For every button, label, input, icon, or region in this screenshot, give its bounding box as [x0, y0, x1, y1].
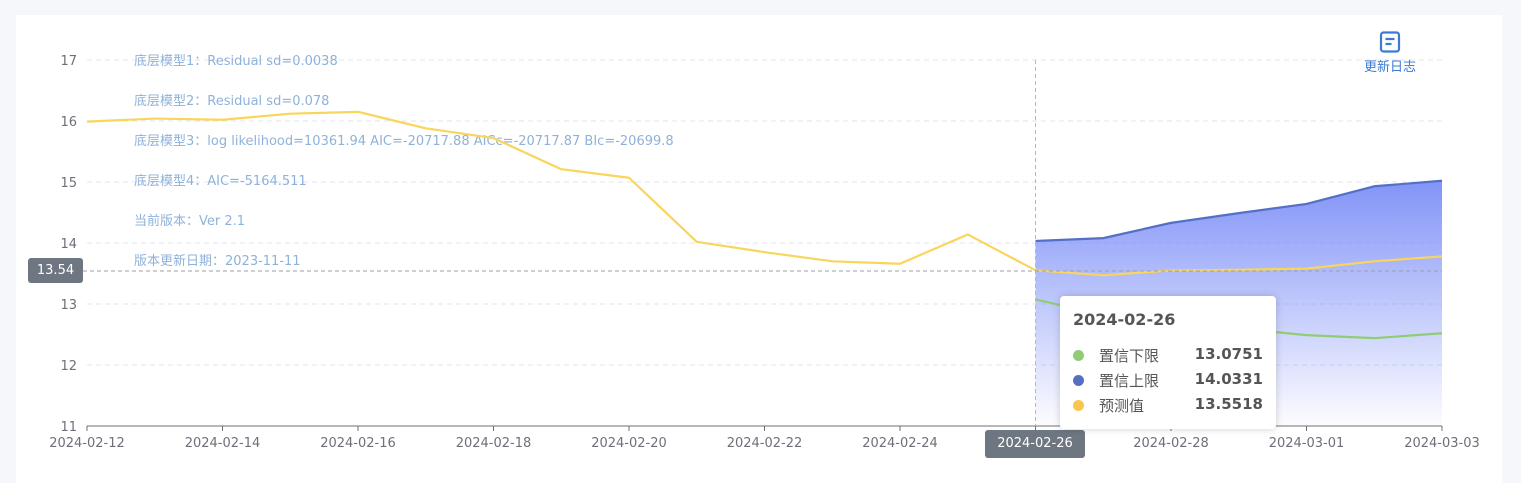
- x-tick-label: 2024-02-20: [591, 436, 667, 451]
- y-tick-label: 14: [60, 237, 77, 252]
- model-info-line: 底层模型3：log likelihood=10361.94 AIC=-20717…: [134, 133, 674, 149]
- tooltip-row-lower: 置信下限 13.0751: [1073, 344, 1269, 366]
- tooltip-series-name: 置信下限: [1099, 347, 1160, 365]
- x-tick-label: 2024-02-24: [862, 436, 938, 451]
- x-axis-pointer-label: 2024-02-26: [985, 430, 1085, 458]
- x-tick-label: 2024-02-16: [320, 436, 396, 451]
- x-tick-label: 2024-02-12: [49, 436, 125, 451]
- x-axis: 2024-02-12 2024-02-14 2024-02-16 2024-02-18…: [49, 425, 1480, 451]
- update-log-label: 更新日志: [1363, 60, 1416, 75]
- model-info-block: 底层模型1：Residual sd=0.0038 底层模型2：Residual s…: [134, 53, 674, 269]
- legend-dot: [1073, 375, 1084, 386]
- y-tick-label: 16: [60, 115, 77, 130]
- y-axis-pointer-label: 13.54: [28, 258, 83, 283]
- forecast-line: [86, 110, 1443, 277]
- legend-dot: [1073, 350, 1084, 361]
- tooltip-series-name: 置信上限: [1099, 372, 1160, 390]
- y-axis-ticks: 11 12 13 14 15 16 17: [60, 54, 77, 435]
- x-tick-label: 2024-03-03: [1404, 436, 1480, 451]
- x-tick-label: 2024-03-01: [1269, 436, 1345, 451]
- model-info-line: 底层模型4：AIC=-5164.511: [134, 173, 307, 189]
- x-tick-label: 2024-02-14: [185, 436, 261, 451]
- y-tick-label: 17: [60, 54, 77, 69]
- tooltip-series-value: 14.0331: [1194, 370, 1263, 388]
- legend-dot: [1073, 400, 1084, 411]
- tooltip-row-upper: 置信上限 14.0331: [1073, 369, 1269, 391]
- y-tick-label: 11: [60, 420, 77, 435]
- model-info-line: 当前版本：Ver 2.1: [134, 213, 245, 229]
- upper-bound-line: [1035, 179, 1443, 243]
- y-tick-label: 12: [60, 359, 77, 374]
- tooltip-title: 2024-02-26: [1073, 310, 1176, 329]
- tooltip-series-value: 13.0751: [1194, 345, 1263, 363]
- model-info-line: 底层模型1：Residual sd=0.0038: [134, 53, 338, 69]
- axis-pointer: [83, 60, 1442, 426]
- model-info-line: 版本更新日期：2023-11-11: [134, 253, 301, 269]
- y-tick-label: 15: [60, 176, 77, 191]
- tooltip-row-forecast: 预测值 13.5518: [1073, 394, 1269, 416]
- y-tick-label: 13: [60, 298, 77, 313]
- update-log-button[interactable]: 更新日志: [1358, 30, 1422, 80]
- document-icon: [1379, 31, 1401, 53]
- x-tick-label: 2024-02-18: [456, 436, 532, 451]
- grid-lines: [87, 59, 1442, 366]
- x-tick-label: 2024-02-28: [1133, 436, 1209, 451]
- tooltip-series-name: 预测值: [1099, 397, 1145, 415]
- model-info-line: 底层模型2：Residual sd=0.078: [134, 93, 329, 109]
- chart-tooltip: 2024-02-26 置信下限 13.0751 置信上限 14.0331 预测值…: [1060, 296, 1276, 429]
- tooltip-series-value: 13.5518: [1194, 395, 1263, 413]
- x-tick-label: 2024-02-22: [727, 436, 803, 451]
